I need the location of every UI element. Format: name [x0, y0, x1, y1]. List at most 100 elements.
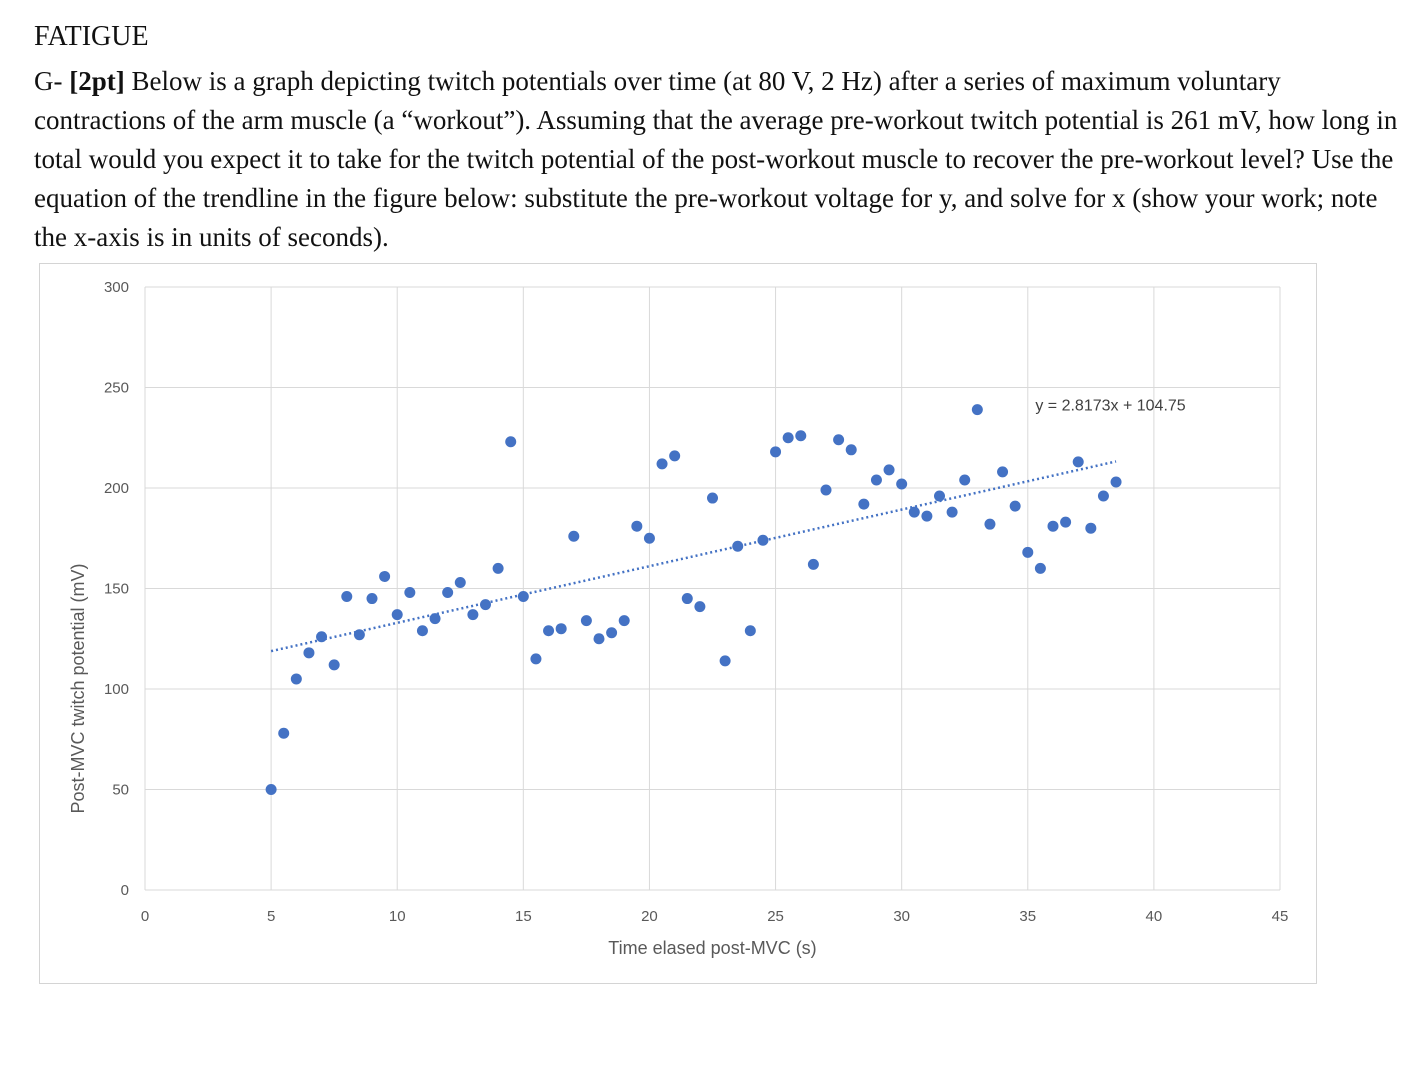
x-tick-label: 5 [267, 908, 275, 925]
x-tick-label: 10 [389, 908, 406, 925]
data-point [1097, 490, 1109, 502]
data-points [265, 404, 1122, 795]
x-tick-label: 35 [1019, 908, 1036, 925]
data-point [480, 599, 491, 611]
y-tick-label: 150 [104, 581, 129, 598]
data-point [606, 627, 618, 639]
x-tick-label: 20 [641, 908, 658, 925]
data-point [631, 520, 643, 532]
trendline [270, 460, 1117, 653]
data-point [454, 576, 466, 588]
y-axis-ticks: 0 50 100 150 200 250 300 [104, 279, 129, 899]
data-point [1009, 500, 1021, 512]
y-tick-label: 50 [112, 782, 129, 799]
y-tick-label: 300 [104, 279, 129, 296]
data-point [1060, 516, 1072, 528]
data-point [1022, 546, 1034, 558]
data-point [316, 631, 328, 643]
data-point [429, 613, 441, 625]
data-point [505, 436, 517, 448]
gridlines [144, 286, 1281, 891]
y-tick-label: 0 [121, 882, 129, 899]
data-point [707, 492, 718, 504]
data-point [1034, 562, 1046, 574]
data-point [290, 673, 302, 685]
scatter-chart: 0 50 100 150 200 250 300 0 5 10 15 20 25 30 35 40 45 y … [68, 279, 1289, 958]
data-point [744, 625, 756, 637]
data-point [984, 518, 996, 530]
data-point [555, 623, 567, 635]
data-point [467, 609, 479, 621]
data-point [946, 506, 958, 518]
data-point [416, 625, 428, 637]
data-point [303, 647, 315, 659]
question-block: FATIGUE G- [2pt] Below is a graph depict… [34, 18, 1404, 257]
data-point [807, 558, 819, 570]
question-text: G- [2pt] Below is a graph depicting twit… [34, 62, 1404, 257]
y-tick-label: 100 [104, 681, 129, 698]
data-point [896, 478, 908, 490]
data-point [353, 629, 365, 641]
data-point [530, 653, 542, 665]
data-point [934, 490, 945, 502]
data-point [379, 570, 391, 582]
data-point [643, 532, 655, 544]
x-tick-label: 45 [1272, 908, 1289, 925]
data-point [770, 446, 782, 458]
x-tick-label: 25 [767, 908, 784, 925]
question-points: [2pt] [69, 66, 125, 96]
data-point [391, 609, 403, 621]
data-point [795, 430, 807, 442]
data-point [278, 727, 290, 739]
x-axis-ticks: 0 5 10 15 20 25 30 35 40 45 [141, 908, 1289, 925]
data-point [618, 615, 630, 627]
data-point [845, 444, 857, 456]
data-point [997, 466, 1009, 478]
data-point [492, 562, 504, 574]
data-point [404, 587, 416, 599]
data-point [757, 534, 769, 546]
data-point [1110, 476, 1122, 488]
trendline-equation: y = 2.8173x + 104.75 [1035, 398, 1185, 415]
chart-frame: 0 50 100 150 200 250 300 0 5 10 15 20 25 30 35 40 45 y … [39, 263, 1317, 984]
section-heading: FATIGUE [34, 21, 149, 52]
data-point [719, 655, 731, 667]
data-point [820, 484, 832, 496]
data-point [442, 587, 454, 599]
data-point [265, 784, 277, 795]
y-tick-label: 250 [104, 380, 129, 397]
data-point [694, 601, 706, 613]
data-point [732, 540, 744, 552]
data-point [959, 474, 971, 486]
data-point [517, 591, 529, 603]
data-point [1047, 520, 1059, 532]
x-tick-label: 30 [893, 908, 910, 925]
data-point [593, 633, 605, 645]
data-point [858, 498, 870, 510]
data-point [870, 474, 882, 486]
data-point [543, 625, 555, 637]
data-point [328, 659, 340, 671]
data-point [1072, 456, 1084, 468]
data-point [971, 404, 983, 416]
question-prefix: G- [34, 66, 70, 96]
y-axis-title: Post-MVC twitch potential (mV) [68, 563, 88, 813]
data-point [908, 506, 920, 518]
y-tick-label: 200 [104, 480, 129, 497]
data-point [782, 432, 794, 444]
data-point [833, 434, 845, 446]
x-tick-label: 40 [1146, 908, 1163, 925]
data-point [681, 593, 693, 605]
data-point [568, 530, 580, 542]
data-point [669, 450, 681, 462]
x-tick-label: 0 [141, 908, 149, 925]
data-point [656, 458, 668, 470]
data-point [366, 593, 378, 605]
data-point [580, 615, 592, 627]
data-point [921, 510, 933, 522]
data-point [1085, 522, 1097, 534]
x-axis-title: Time elased post-MVC (s) [608, 938, 816, 958]
data-point [883, 464, 895, 476]
question-body: Below is a graph depicting twitch potent… [34, 66, 1398, 252]
data-point [341, 591, 353, 603]
